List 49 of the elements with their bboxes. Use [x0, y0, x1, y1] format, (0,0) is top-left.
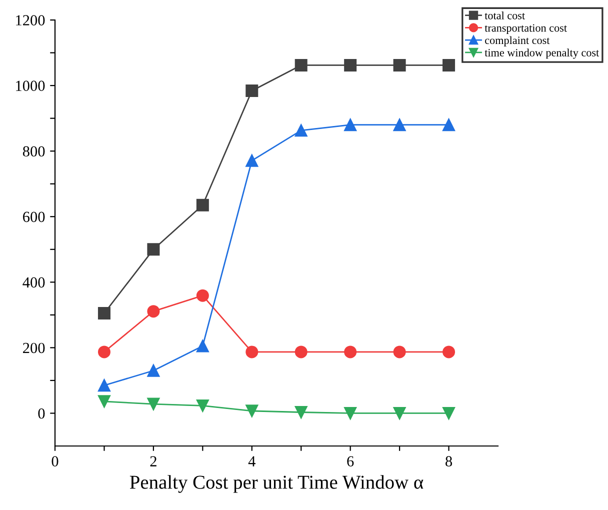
point — [344, 346, 357, 358]
x-axis-title: Penalty Cost per unit Time Window α — [130, 475, 424, 493]
point — [393, 58, 406, 72]
x-tick-label: 8 — [446, 456, 452, 466]
point — [98, 346, 110, 358]
point — [147, 243, 160, 256]
point — [294, 346, 308, 358]
point — [344, 406, 357, 420]
y-tick-label: 1200 — [16, 15, 45, 26]
point — [393, 118, 406, 132]
point — [196, 399, 209, 412]
point — [344, 58, 357, 72]
y-tick-label: 800 — [22, 146, 45, 157]
point — [294, 124, 308, 137]
point — [246, 346, 258, 358]
point — [442, 58, 456, 72]
point — [344, 118, 357, 132]
legend-label: total cost — [484, 12, 525, 20]
point — [147, 364, 160, 377]
y-tick-label: 200 — [23, 342, 45, 354]
legend-label: complaint cost — [485, 36, 550, 46]
x-tick-label: 0 — [52, 456, 58, 466]
point — [393, 406, 406, 420]
point — [196, 289, 209, 302]
legend-label: transportation cost — [484, 24, 567, 34]
y-tick-label: 400 — [22, 277, 45, 288]
point — [196, 340, 209, 352]
legend-label: time window penalty cost — [484, 48, 600, 59]
x-tick-label: 4 — [248, 456, 256, 466]
point — [442, 406, 456, 420]
point — [196, 198, 209, 212]
x-tick-label: 6 — [347, 456, 354, 466]
point — [246, 404, 258, 418]
point — [393, 346, 406, 358]
point — [442, 346, 456, 358]
point — [147, 305, 160, 318]
point — [98, 395, 110, 408]
point — [147, 398, 160, 410]
point — [98, 307, 110, 320]
y-tick-label: 0 — [38, 408, 45, 419]
y-tick-label: 1000 — [16, 80, 45, 91]
y-tick-label: 600 — [23, 212, 45, 222]
point — [98, 379, 110, 392]
x-tick-label: 2 — [150, 456, 156, 466]
point — [246, 84, 258, 98]
point — [246, 154, 258, 167]
point — [294, 58, 308, 72]
point — [294, 406, 308, 418]
point — [442, 118, 456, 132]
